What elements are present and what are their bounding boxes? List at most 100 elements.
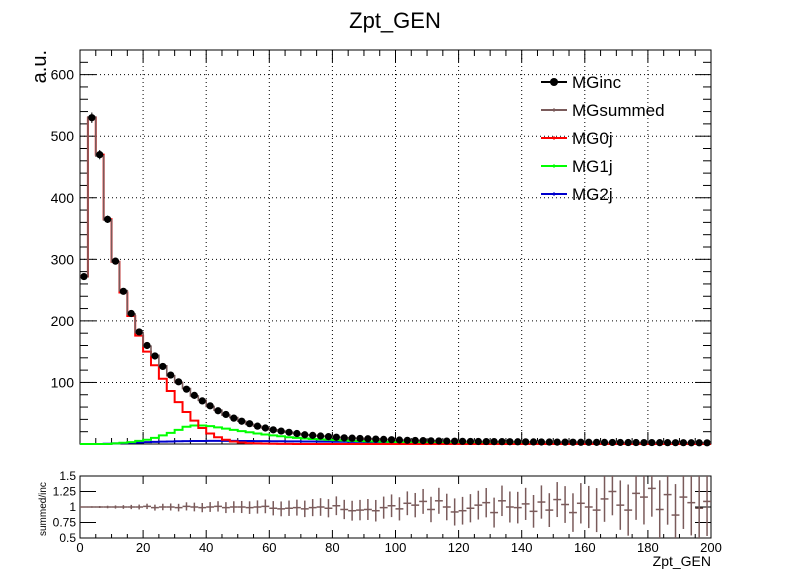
data-point xyxy=(514,438,522,446)
y-tick-label: 300 xyxy=(51,251,75,267)
x-tick-label: 180 xyxy=(637,540,659,555)
ratio-point xyxy=(608,476,617,516)
ratio-point xyxy=(545,493,554,528)
ratio-point xyxy=(403,491,412,516)
ratio-point xyxy=(348,500,357,521)
ratio-point xyxy=(521,487,530,520)
data-point xyxy=(624,438,632,447)
data-point xyxy=(301,431,309,439)
data-point xyxy=(443,437,451,445)
data-point xyxy=(285,428,293,436)
ratio-point xyxy=(498,485,506,517)
ratio-point xyxy=(584,485,593,529)
data-point xyxy=(332,433,340,441)
ratio-point xyxy=(671,484,680,538)
ratio-point xyxy=(387,494,396,518)
data-point xyxy=(616,438,624,447)
ratio-y-tick-label: 1.5 xyxy=(59,469,76,483)
legend-item-MG0j: MG0j xyxy=(541,129,613,148)
ratio-point xyxy=(229,501,238,513)
ratio-point xyxy=(482,487,491,518)
data-point xyxy=(403,436,411,444)
ratio-point xyxy=(127,504,136,510)
data-point xyxy=(253,422,262,430)
data-point xyxy=(182,385,191,393)
legend-label: MGinc xyxy=(572,73,622,92)
ratio-point xyxy=(300,500,309,518)
ratio-plot-ticks: 0 20 40 60 80 100 120 140 160 180 200 0.50.75 11.25 1… xyxy=(53,469,722,555)
data-point xyxy=(545,438,553,446)
data-point xyxy=(482,437,490,446)
data-point xyxy=(419,437,427,445)
data-point xyxy=(522,438,530,446)
data-point xyxy=(474,437,482,446)
data-point xyxy=(466,437,475,446)
x-tick-label: 0 xyxy=(76,540,83,555)
legend-label: MG2j xyxy=(572,185,613,204)
ratio-y-axis-label: summed/inc xyxy=(38,482,49,536)
ratio-point xyxy=(324,499,333,518)
ratio-point xyxy=(434,487,443,514)
data-point xyxy=(451,437,459,445)
data-point xyxy=(230,414,238,422)
ratio-point xyxy=(442,493,451,521)
ratio-point xyxy=(505,491,514,523)
y-tick-label: 200 xyxy=(51,313,75,329)
ratio-point xyxy=(308,499,317,517)
data-point xyxy=(687,439,695,447)
ratio-y-tick-label: 1 xyxy=(69,500,76,514)
data-point xyxy=(111,257,120,265)
legend-marker xyxy=(550,78,558,86)
data-point xyxy=(80,272,88,281)
ratio-point xyxy=(111,505,120,509)
ratio-point xyxy=(576,483,585,524)
y-tick-label: 400 xyxy=(51,190,75,206)
data-point xyxy=(190,391,198,399)
data-point xyxy=(506,438,514,446)
x-tick-label: 160 xyxy=(574,540,596,555)
series-line-MG0j xyxy=(80,116,711,445)
data-point xyxy=(135,328,143,336)
data-point xyxy=(293,429,301,438)
ratio-point xyxy=(490,497,499,528)
legend-label: MG0j xyxy=(572,129,613,148)
ratio-point xyxy=(569,493,577,532)
ratio-y-tick-label: 0.75 xyxy=(53,516,77,530)
ratio-point xyxy=(221,502,230,514)
x-tick-label: 140 xyxy=(511,540,533,555)
ratio-plot-panel: 0 20 40 60 80 100 120 140 160 180 200 0.50.75 11.25 1… xyxy=(38,469,722,569)
x-tick-label: 40 xyxy=(199,540,213,555)
legend: MGinc MGsummed MG0j MG1j MG2j xyxy=(541,73,665,204)
ratio-point xyxy=(513,491,522,524)
series-MGinc xyxy=(80,112,711,447)
ratio-point xyxy=(332,496,341,516)
data-point xyxy=(206,402,214,410)
data-point xyxy=(143,341,151,350)
data-point xyxy=(537,438,546,446)
data-point xyxy=(245,420,254,428)
y-tick-label: 600 xyxy=(51,67,75,83)
data-point xyxy=(553,438,561,446)
data-point xyxy=(356,434,364,443)
ratio-point xyxy=(561,486,570,523)
ratio-point xyxy=(95,505,104,509)
ratio-point xyxy=(600,476,609,522)
ratio-point xyxy=(269,501,278,516)
data-point xyxy=(309,431,317,439)
main-plot-series xyxy=(80,112,711,447)
data-point xyxy=(671,439,680,447)
data-point xyxy=(498,438,506,446)
ratio-point xyxy=(687,476,696,536)
ratio-point xyxy=(182,502,191,511)
data-point xyxy=(119,287,127,295)
ratio-point xyxy=(190,502,199,512)
data-point xyxy=(648,438,656,447)
ratio-point xyxy=(640,476,648,525)
y-tick-label: 100 xyxy=(51,374,75,390)
ratio-point xyxy=(214,501,222,512)
ratio-point xyxy=(277,501,286,517)
data-point xyxy=(411,436,419,445)
data-point xyxy=(600,438,609,446)
ratio-point xyxy=(261,499,270,514)
